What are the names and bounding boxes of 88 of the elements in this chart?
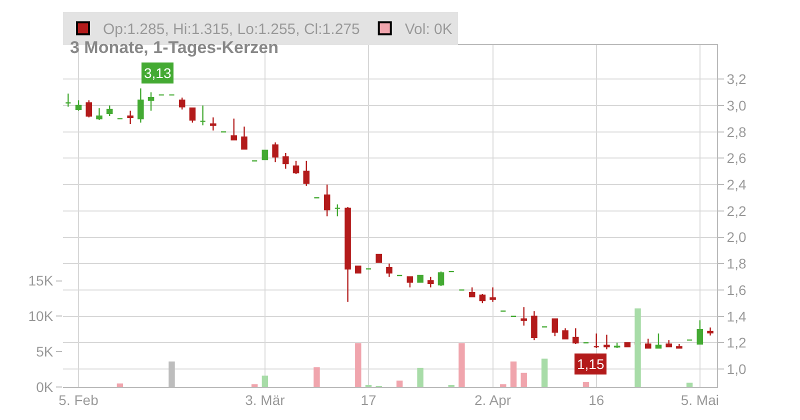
y2-tick-label: 15K bbox=[28, 272, 54, 289]
candlestick bbox=[552, 318, 558, 337]
candlestick bbox=[707, 326, 714, 336]
candlestick bbox=[644, 338, 652, 349]
y-tick-label: 3,2 bbox=[726, 71, 746, 88]
candlestick bbox=[676, 343, 682, 349]
bar bbox=[262, 376, 268, 387]
candlestick bbox=[262, 150, 268, 160]
candlestick bbox=[138, 88, 144, 124]
legend-label: Vol: 0K bbox=[404, 21, 452, 38]
bar bbox=[355, 343, 362, 387]
candlestick bbox=[96, 108, 102, 121]
bar bbox=[500, 384, 506, 387]
bar bbox=[417, 368, 424, 387]
candlestick bbox=[241, 126, 248, 150]
y-tick-label: 2,8 bbox=[726, 124, 746, 140]
candlestick bbox=[86, 100, 92, 118]
y-tick-label: 2,2 bbox=[726, 202, 746, 219]
candlestick bbox=[376, 254, 382, 263]
candlestick bbox=[292, 160, 300, 175]
x-tick-label: 5. Feb bbox=[58, 392, 99, 408]
candlestick bbox=[428, 276, 434, 288]
x-tick-label: 17 bbox=[360, 392, 377, 408]
candlestick bbox=[572, 328, 579, 345]
candlestick bbox=[148, 92, 154, 112]
candlestick bbox=[438, 270, 444, 287]
candlestick bbox=[324, 184, 330, 217]
bar bbox=[582, 382, 590, 387]
annotation: 1,15 bbox=[577, 356, 604, 372]
y-tick-label: 2,0 bbox=[726, 229, 746, 246]
candlestick bbox=[386, 263, 392, 278]
candlestick bbox=[490, 286, 496, 302]
y-tick-label: 1,4 bbox=[726, 308, 746, 324]
y2-tick-label: 10K bbox=[28, 308, 54, 324]
candlestick bbox=[666, 339, 672, 348]
candlestick bbox=[75, 100, 82, 112]
x-tick-label: 3. Mär bbox=[245, 392, 286, 408]
candlestick bbox=[479, 293, 486, 304]
candlestick bbox=[406, 276, 414, 288]
bar bbox=[314, 367, 320, 387]
y2-tick-label: 5K bbox=[36, 344, 54, 360]
candlestick bbox=[127, 110, 134, 125]
x-tick-label: 16 bbox=[588, 392, 604, 408]
y-tick-label: 3,0 bbox=[726, 97, 746, 114]
candlestick bbox=[189, 108, 196, 124]
candlestick bbox=[417, 274, 424, 283]
candlestick bbox=[562, 328, 568, 340]
y-tick-label: 2,6 bbox=[726, 150, 746, 166]
y2-tick-label: 0K bbox=[36, 378, 54, 395]
bar bbox=[541, 358, 548, 387]
y-tick-label: 1,0 bbox=[726, 360, 746, 377]
y-tick-label: 1,2 bbox=[726, 334, 746, 351]
candlestick bbox=[655, 332, 662, 349]
candlestick bbox=[624, 342, 631, 348]
candlestick bbox=[230, 118, 238, 140]
bar bbox=[510, 362, 517, 387]
bar bbox=[520, 372, 527, 387]
candlestick bbox=[344, 206, 351, 302]
candlestick bbox=[604, 334, 610, 350]
candlestick bbox=[200, 104, 206, 126]
candlestick bbox=[303, 160, 310, 186]
candlestick bbox=[696, 320, 704, 345]
bar bbox=[686, 382, 693, 387]
y-tick-label: 1,6 bbox=[726, 282, 746, 298]
candlestick bbox=[272, 142, 278, 163]
candlestick bbox=[531, 310, 538, 341]
candlestick bbox=[178, 96, 186, 110]
y-tick-label: 1,8 bbox=[726, 256, 746, 272]
candlestick bbox=[210, 116, 216, 132]
candlestick bbox=[355, 266, 362, 274]
candlestick bbox=[334, 204, 341, 217]
bar bbox=[251, 384, 258, 387]
bar bbox=[634, 308, 641, 387]
annotation: 3,13 bbox=[144, 65, 172, 81]
candlestick bbox=[65, 93, 72, 108]
candlestick bbox=[282, 152, 289, 170]
legend-label: Op:1.285, Hi:1.315, Lo:1.255, Cl:1.275 bbox=[103, 21, 360, 38]
bar bbox=[116, 383, 124, 387]
candlestick bbox=[468, 286, 476, 298]
candlestick bbox=[106, 104, 113, 117]
bar bbox=[458, 343, 465, 387]
chart-title: 3 Monate, 1-Tages-Kerzen bbox=[70, 38, 278, 57]
bar bbox=[396, 380, 403, 387]
x-tick-label: 5. Mai bbox=[680, 392, 719, 408]
candlestick bbox=[520, 306, 527, 326]
x-tick-label: 2. Apr bbox=[474, 392, 512, 408]
candlestick bbox=[593, 332, 600, 349]
y-tick-label: 2,4 bbox=[726, 176, 746, 192]
